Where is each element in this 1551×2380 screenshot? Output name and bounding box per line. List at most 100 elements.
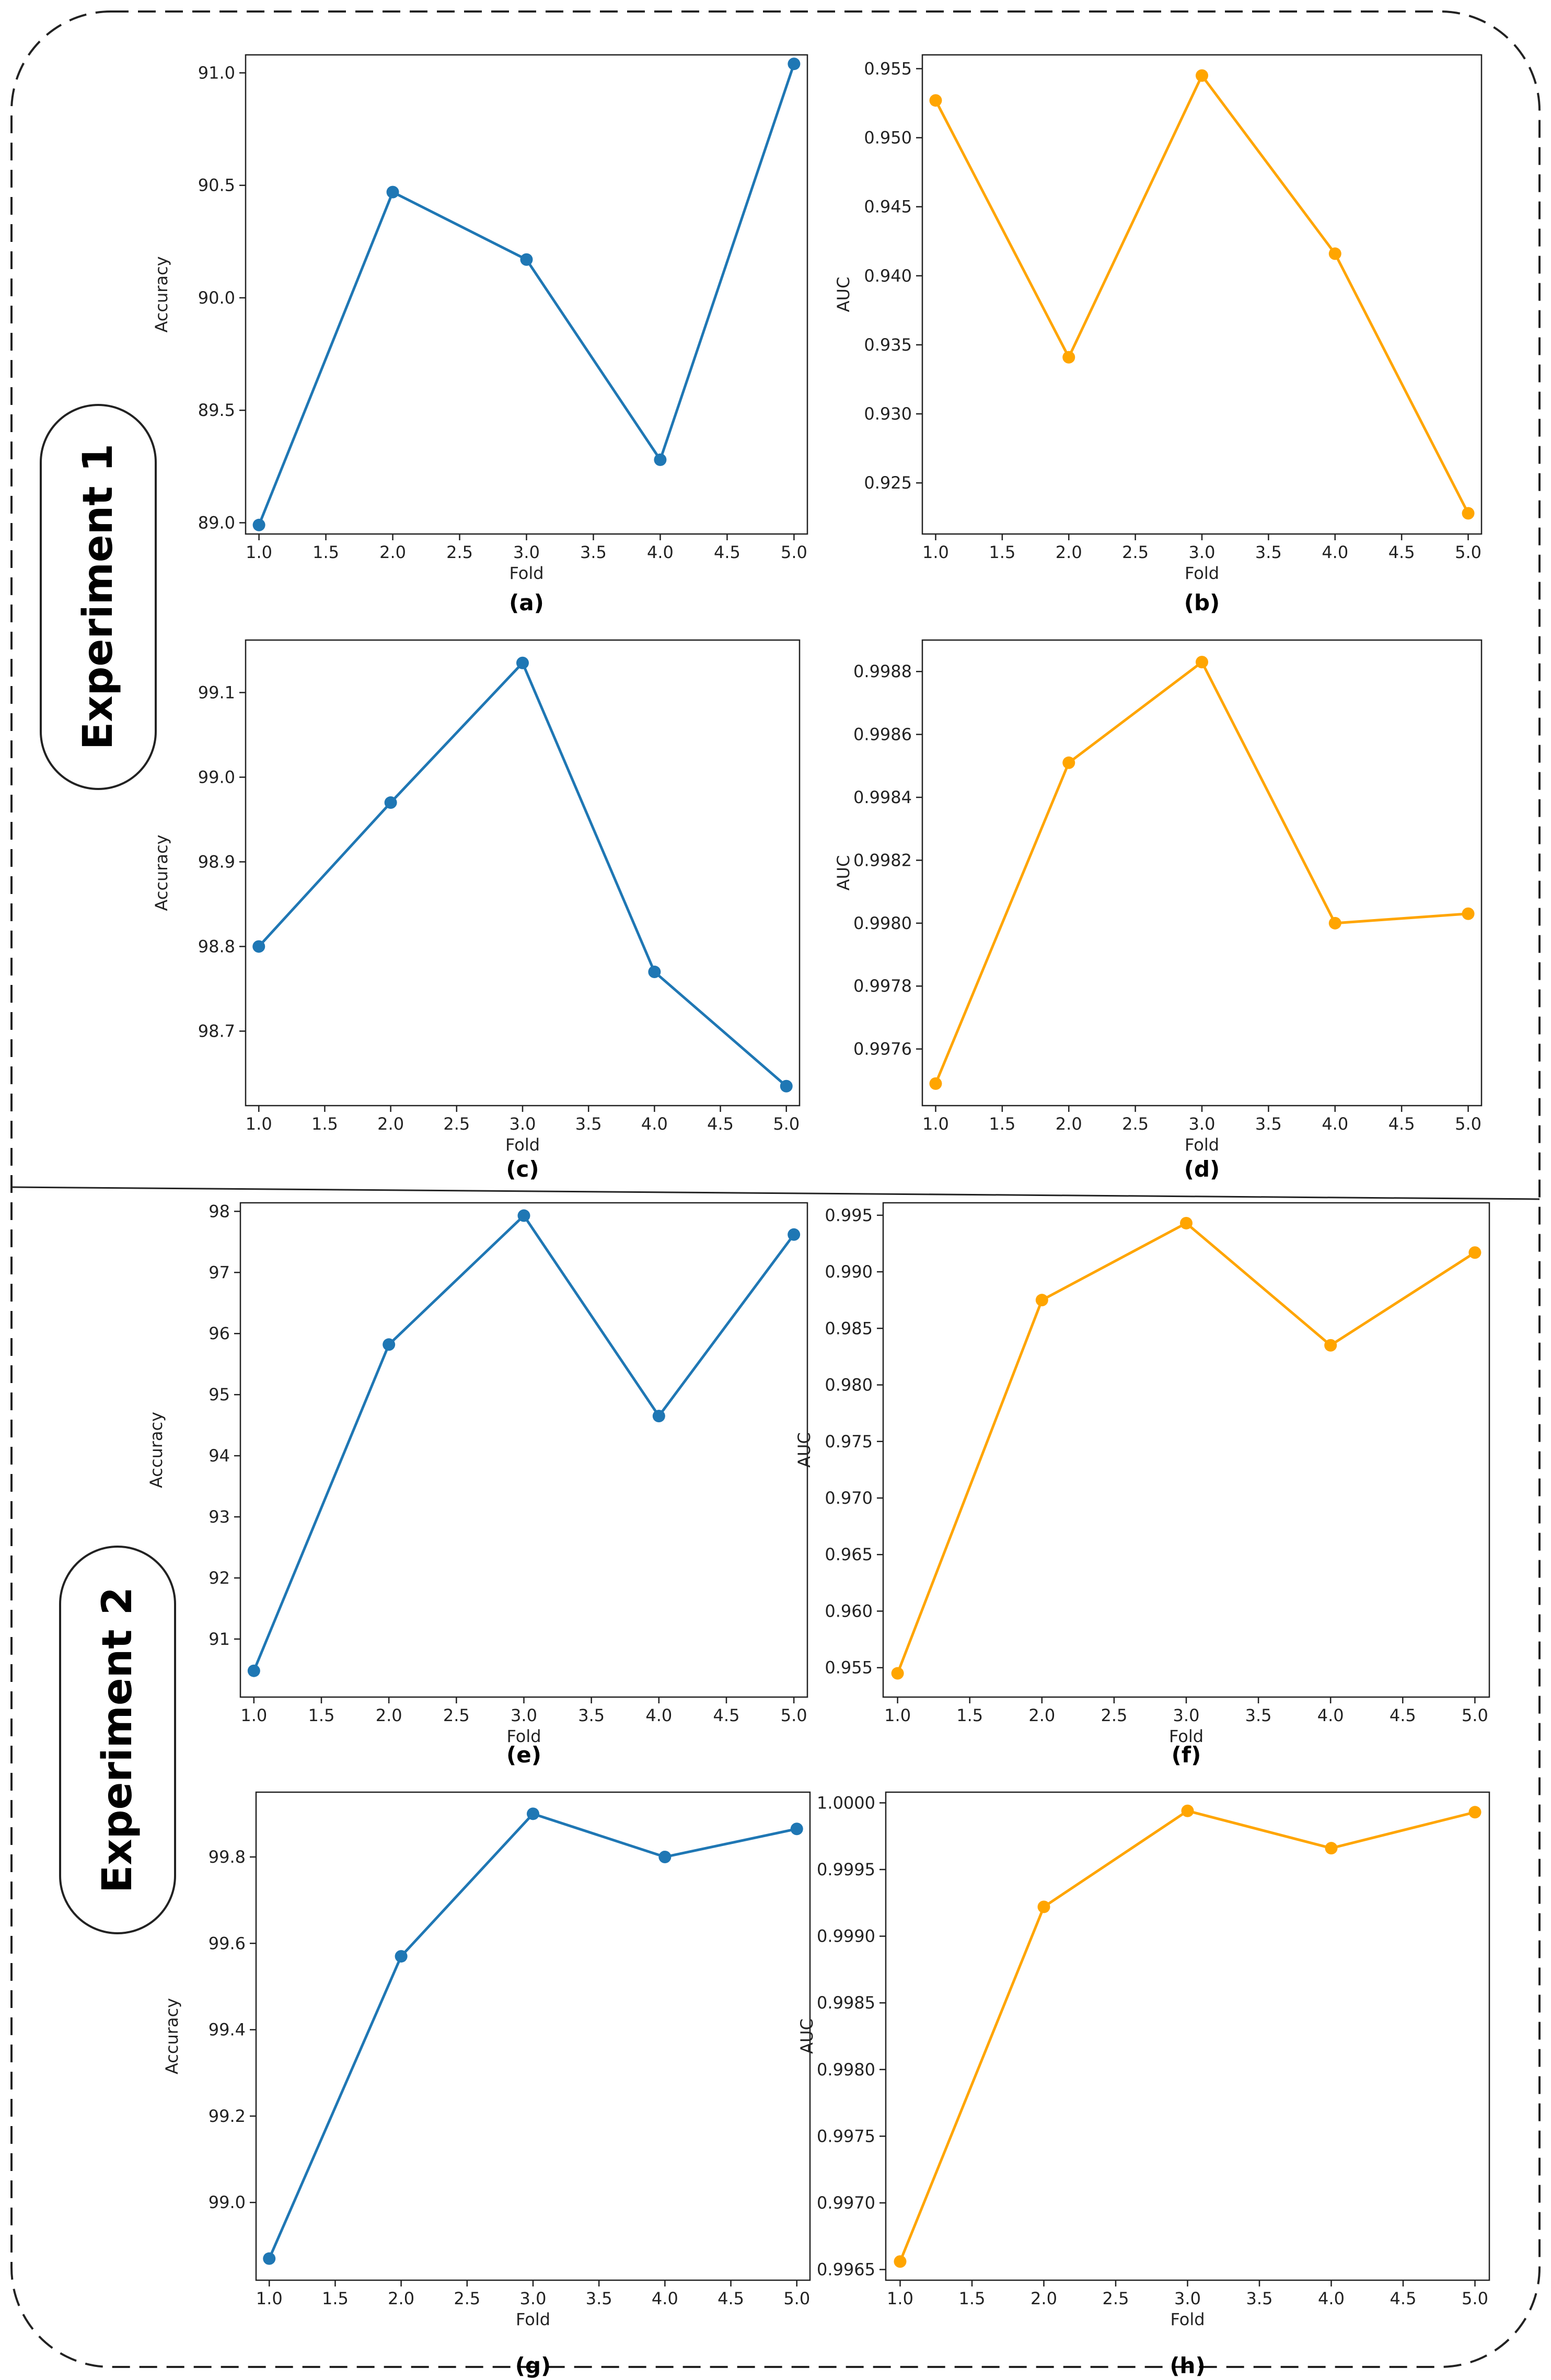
y-tick-label: 0.9986 [853, 725, 912, 745]
y-axis-label: AUC [794, 1432, 814, 1468]
y-tick-label: 99.8 [209, 1847, 246, 1867]
y-tick-label: 95 [209, 1385, 230, 1404]
y-axis-label: Accuracy [162, 1998, 182, 2074]
data-point [1328, 916, 1341, 930]
x-tick-label: 3.5 [1245, 1705, 1272, 1725]
x-tick-label: 5.0 [1455, 542, 1481, 562]
y-tick-label: 91.0 [198, 63, 235, 83]
data-point [790, 1822, 803, 1836]
x-tick-label: 4.5 [1390, 1705, 1416, 1725]
y-tick-label: 0.9984 [853, 787, 912, 807]
data-point [1180, 1216, 1193, 1229]
x-tick-label: 4.5 [707, 1114, 734, 1134]
charts-layer: 1.0 1.5 2.0 2.5 3.0 3.5 4.0 4.5 5.0 89.0 89.5 90.0 9… [146, 54, 1490, 2378]
x-tick-label: 2.5 [443, 1705, 470, 1725]
x-axis-label: Fold [1185, 1135, 1219, 1155]
chart-e: 1.0 1.5 2.0 2.5 3.0 3.5 4.0 4.5 5.0 91 92 93 94 95 96 9… [146, 1201, 808, 1768]
x-tick-label: 2.5 [443, 1114, 470, 1134]
data-point [384, 796, 397, 809]
data-point [658, 1850, 672, 1863]
y-tick-label: 1.0000 [817, 1793, 875, 1813]
chart-h-plot-frame [885, 1791, 1490, 2281]
experiment-1-pill [40, 404, 157, 790]
chart-b-plot-frame [921, 54, 1483, 535]
data-point [1181, 1804, 1194, 1817]
x-tick-label: 1.0 [256, 2289, 283, 2308]
y-tick-label: 98.9 [198, 852, 235, 872]
x-tick-label: 4.5 [713, 1705, 740, 1725]
y-tick-label: 0.935 [864, 335, 912, 355]
x-tick-label: 3.5 [578, 1705, 605, 1725]
y-tick-label: 99.0 [198, 767, 235, 787]
chart-a: 1.0 1.5 2.0 2.5 3.0 3.5 4.0 4.5 5.0 89.0 89.5 90.0 9… [152, 54, 808, 616]
data-point [788, 1228, 801, 1241]
y-tick-label: 0.965 [825, 1545, 873, 1564]
y-tick-label: 94 [209, 1446, 230, 1466]
x-tick-label: 3.0 [1189, 1114, 1216, 1134]
chart-b: 1.0 1.5 2.0 2.5 3.0 3.5 4.0 4.5 5.0 0.925 0.930 0.9… [834, 54, 1483, 616]
data-point [1324, 1339, 1337, 1352]
x-tick-label: 3.5 [586, 2289, 612, 2308]
x-tick-label: 4.5 [1390, 2289, 1417, 2308]
x-tick-label: 1.0 [246, 1114, 272, 1134]
x-tick-label: 1.5 [989, 1114, 1015, 1134]
y-tick-label: 0.9980 [817, 2060, 875, 2080]
x-tick-label: 2.5 [1101, 1705, 1127, 1725]
x-tick-label: 5.0 [1462, 1705, 1488, 1725]
x-tick-label: 2.0 [1056, 542, 1082, 562]
data-point [517, 1209, 530, 1222]
x-tick-label: 2.0 [1028, 1705, 1055, 1725]
data-point [1035, 1294, 1048, 1307]
x-tick-label: 3.5 [575, 1114, 602, 1134]
y-tick-label: 0.9970 [817, 2193, 875, 2213]
data-point [1062, 756, 1075, 769]
y-tick-label: 99.4 [209, 2020, 246, 2040]
data-point [929, 94, 942, 107]
x-tick-label: 1.5 [308, 1705, 335, 1725]
data-point [520, 253, 533, 266]
x-tick-label: 4.0 [1318, 2289, 1345, 2308]
y-axis-label: Accuracy [152, 834, 171, 911]
y-tick-label: 90.5 [198, 176, 235, 195]
caption-f: (f) [1172, 1742, 1201, 1768]
x-tick-label: 4.0 [647, 542, 674, 562]
data-point [648, 966, 661, 979]
y-tick-label: 91 [209, 1629, 230, 1649]
x-tick-label: 2.5 [1122, 1114, 1149, 1134]
x-tick-label: 1.5 [959, 2289, 986, 2308]
caption-b: (b) [1184, 590, 1220, 616]
x-axis-label: Fold [1169, 1726, 1203, 1746]
x-tick-label: 4.0 [1317, 1705, 1344, 1725]
y-axis-label: AUC [834, 277, 853, 312]
caption-g: (g) [515, 2353, 551, 2378]
x-tick-label: 1.5 [311, 1114, 338, 1134]
x-tick-label: 1.5 [956, 1705, 983, 1725]
data-point [1462, 507, 1475, 520]
x-tick-label: 3.5 [1246, 2289, 1273, 2308]
x-tick-label: 2.5 [454, 2289, 480, 2308]
chart-d-plot-frame [921, 639, 1483, 1107]
x-tick-label: 4.0 [1322, 542, 1348, 562]
data-point [652, 1410, 665, 1423]
data-point [929, 1077, 942, 1090]
x-axis-label: Fold [516, 2309, 550, 2329]
data-point [516, 656, 529, 669]
chart-c: 1.0 1.5 2.0 2.5 3.0 3.5 4.0 4.5 5.0 98.7 98.8 98.9 9… [152, 639, 801, 1182]
y-axis-label: AUC [834, 855, 853, 891]
x-tick-label: 4.5 [717, 2289, 744, 2308]
series-line [896, 1222, 1476, 1674]
experiment-separator [11, 1186, 1540, 1200]
experiment-2-pill [59, 1546, 176, 1934]
x-tick-label: 1.0 [246, 542, 272, 562]
data-point [1325, 1842, 1338, 1855]
y-tick-label: 98.7 [198, 1021, 235, 1041]
y-tick-label: 0.9975 [817, 2126, 875, 2146]
y-tick-label: 0.925 [864, 473, 912, 493]
data-point [1196, 656, 1208, 669]
data-point [780, 1079, 793, 1093]
y-tick-label: 0.970 [825, 1488, 873, 1508]
y-tick-label: 99.2 [209, 2106, 246, 2126]
y-tick-label: 0.990 [825, 1262, 873, 1282]
x-tick-label: 3.5 [580, 542, 607, 562]
